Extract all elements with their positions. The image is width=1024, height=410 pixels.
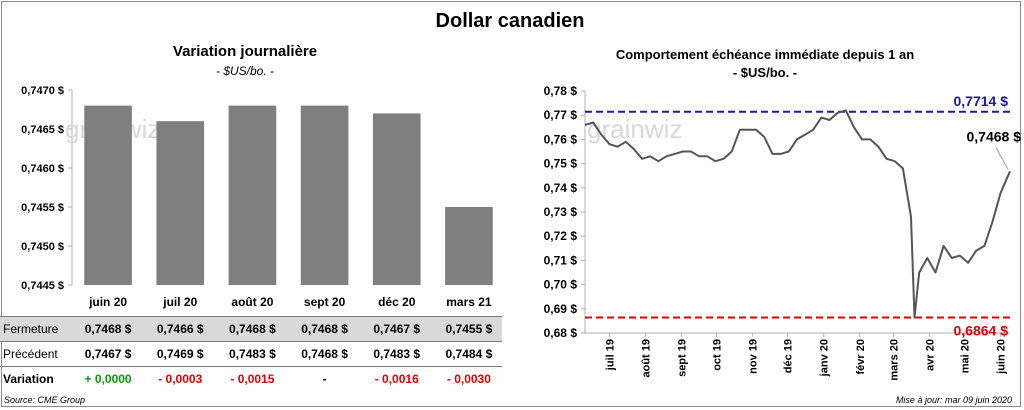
bar bbox=[372, 113, 421, 286]
bar bbox=[156, 121, 205, 285]
line-y-tick-label: 0,73 $ bbox=[544, 205, 578, 219]
row-label: Précédent bbox=[3, 347, 58, 361]
line-chart-title: Comportement échéance immédiate depuis 1… bbox=[615, 47, 915, 62]
bar-y-tick-label: 0,7465 $ bbox=[21, 124, 64, 136]
table-cell: 0,7468 $ bbox=[229, 322, 276, 336]
table-cell: - 0,0030 bbox=[446, 372, 491, 386]
table-cell: 0,7468 $ bbox=[301, 347, 348, 361]
table-cell: 0,7466 $ bbox=[156, 322, 204, 336]
bar-x-tick-label: déc 20 bbox=[378, 295, 416, 309]
line-x-tick-label: janv 20 bbox=[819, 339, 831, 377]
update-note: Mise à jour: mar 09 juin 2020 bbox=[895, 395, 1012, 405]
bar-x-tick-label: août 20 bbox=[231, 295, 273, 309]
bar bbox=[300, 105, 349, 285]
line-y-tick-label: 0,71 $ bbox=[544, 253, 578, 267]
bar-chart-title: Variation journalière bbox=[172, 43, 318, 60]
line-x-tick-label: sept 19 bbox=[677, 339, 689, 377]
bar-x-tick-label: sept 20 bbox=[304, 295, 346, 309]
table-cell: - bbox=[322, 372, 327, 386]
watermark-logo: grainwiz bbox=[587, 114, 682, 144]
table-cell: 0,7468 $ bbox=[301, 322, 348, 336]
line-y-tick-label: 0,78 $ bbox=[544, 84, 578, 98]
table-cell: 0,7455 $ bbox=[445, 322, 493, 336]
line-x-tick-label: mars 20 bbox=[889, 339, 901, 381]
line-x-tick-label: avr 20 bbox=[925, 339, 937, 371]
table-cell: - 0,0015 bbox=[230, 372, 275, 386]
line-y-tick-label: 0,75 $ bbox=[544, 157, 578, 171]
bar-y-tick-label: 0,7460 $ bbox=[21, 163, 64, 175]
line-y-tick-label: 0,72 $ bbox=[544, 229, 578, 243]
main-title: Dollar canadien bbox=[435, 10, 585, 32]
bar-y-tick-label: 0,7455 $ bbox=[21, 202, 64, 214]
line-x-tick-label: juin 20 bbox=[996, 339, 1008, 375]
bar-x-tick-label: juil 20 bbox=[162, 295, 197, 309]
source-note: Source: CME Group bbox=[4, 395, 86, 405]
table-cell: 0,7484 $ bbox=[445, 347, 493, 361]
table-cell: 0,7467 $ bbox=[373, 322, 421, 336]
price-series-line bbox=[584, 109, 1011, 319]
bar bbox=[445, 207, 493, 285]
line-y-tick-label: 0,68 $ bbox=[544, 326, 578, 340]
line-x-tick-label: août 19 bbox=[641, 339, 653, 378]
bar-y-tick-label: 0,7445 $ bbox=[21, 280, 64, 292]
line-y-tick-label: 0,74 $ bbox=[544, 181, 578, 195]
row-label: Variation bbox=[3, 372, 54, 386]
last-value-leader bbox=[995, 147, 1009, 170]
table-row: Précédent 0,7467 $ 0,7469 $ 0,7483 $ 0,7468 … bbox=[0, 342, 502, 367]
high-label: 0,7714 $ bbox=[954, 93, 1009, 109]
table-cell: 0,7468 $ bbox=[84, 322, 132, 336]
line-x-tick-label: mai 20 bbox=[960, 339, 972, 373]
line-x-tick-label: déc 19 bbox=[783, 339, 795, 373]
line-y-tick-label: 0,77 $ bbox=[544, 108, 578, 122]
table-row: Variation + 0,0000 - 0,0003 - 0,0015 - - 0,00… bbox=[0, 367, 502, 391]
bar bbox=[228, 105, 277, 285]
line-chart-subtitle: - $US/bo. - bbox=[732, 65, 798, 80]
table-cell: 0,7483 $ bbox=[373, 347, 421, 361]
bar bbox=[84, 105, 132, 285]
line-y-tick-label: 0,76 $ bbox=[544, 132, 578, 146]
line-x-tick-label: févr 20 bbox=[855, 339, 867, 374]
bar-chart-subtitle: - $US/bo. - bbox=[215, 64, 275, 78]
table-cell: + 0,0000 bbox=[84, 372, 132, 386]
bar-y-tick-label: 0,7470 $ bbox=[21, 85, 64, 97]
line-x-tick-label: juil 19 bbox=[604, 339, 616, 371]
bar-x-tick-label: juin 20 bbox=[88, 295, 127, 309]
bar-chart: 0,7445 $ 0,7450 $ 0,7455 $ 0,7460 $ 0,7465 $… bbox=[21, 85, 493, 309]
table-cell: 0,7467 $ bbox=[84, 347, 132, 361]
line-x-tick-label: nov 19 bbox=[748, 339, 760, 374]
table-cell: - 0,0016 bbox=[374, 372, 419, 386]
bar-y-tick-label: 0,7450 $ bbox=[21, 241, 64, 253]
table-row: Fermeture 0,7468 $ 0,7466 $ 0,7468 $ 0,7468 … bbox=[0, 316, 502, 342]
last-value-label: 0,7468 $ bbox=[967, 128, 1022, 144]
line-y-tick-label: 0,70 $ bbox=[544, 278, 578, 292]
line-y-tick-label: 0,69 $ bbox=[544, 302, 578, 316]
table-cell: 0,7483 $ bbox=[229, 347, 276, 361]
bar-x-tick-label: mars 21 bbox=[446, 295, 492, 309]
row-label: Fermeture bbox=[3, 322, 59, 336]
low-label: 0,6864 $ bbox=[954, 323, 1009, 339]
line-x-tick-label: oct 19 bbox=[712, 339, 724, 371]
table-cell: 0,7469 $ bbox=[156, 347, 204, 361]
table-cell: - 0,0003 bbox=[158, 372, 203, 386]
